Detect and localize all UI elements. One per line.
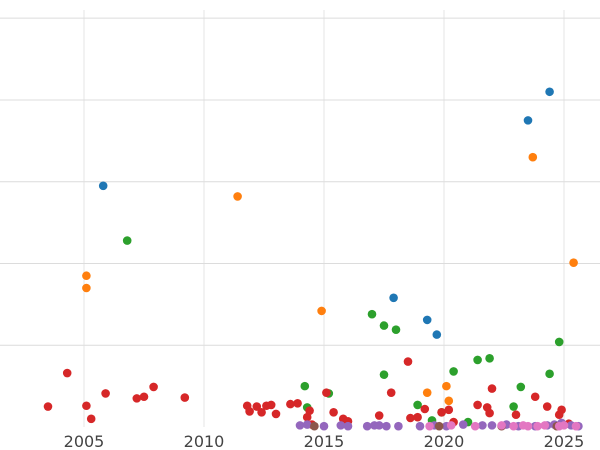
data-point: [530, 392, 540, 402]
data-point: [458, 420, 468, 429]
data-point: [295, 421, 305, 430]
data-point: [271, 409, 281, 419]
data-point: [473, 355, 482, 365]
data-point: [367, 309, 377, 319]
data-point: [487, 384, 497, 393]
data-point: [149, 382, 158, 392]
data-point: [336, 421, 346, 430]
data-point: [470, 421, 480, 431]
data-point: [422, 388, 432, 397]
data-point: [434, 421, 444, 431]
data-point: [425, 421, 434, 431]
x-tick-label: 2005: [64, 432, 105, 450]
data-point: [391, 325, 401, 335]
data-point: [557, 405, 566, 415]
data-point: [533, 421, 542, 431]
data-point: [302, 412, 312, 422]
data-points: [43, 87, 583, 431]
data-point: [542, 402, 552, 411]
data-point: [305, 406, 314, 415]
data-point: [545, 87, 554, 97]
data-point: [446, 421, 456, 430]
x-tick-label: 2010: [184, 432, 225, 450]
data-point: [86, 414, 96, 424]
data-point: [444, 405, 454, 415]
data-point: [286, 399, 295, 409]
data-point: [420, 404, 430, 414]
data-point: [122, 236, 132, 245]
data-point: [554, 337, 564, 347]
data-point: [293, 398, 302, 408]
x-axis-ticks: 2005 2010 2015 2020 2025: [64, 432, 585, 450]
data-point: [406, 413, 415, 423]
data-point: [403, 357, 413, 366]
data-point: [389, 293, 398, 303]
data-point: [394, 421, 403, 431]
data-point: [245, 407, 254, 416]
data-point: [382, 421, 391, 431]
data-point: [437, 407, 446, 417]
data-point: [101, 389, 110, 398]
data-point: [571, 421, 581, 431]
data-point: [442, 381, 451, 391]
data-point: [415, 421, 425, 431]
data-point: [139, 392, 149, 402]
grid: [0, 10, 600, 427]
data-point: [497, 421, 506, 430]
x-tick-label: 2015: [304, 432, 345, 450]
data-point: [43, 402, 53, 411]
data-point: [82, 271, 91, 281]
data-point: [374, 411, 384, 420]
data-point: [444, 396, 454, 406]
data-point: [379, 321, 389, 330]
data-point: [449, 367, 458, 376]
data-point: [180, 393, 190, 402]
data-point: [98, 181, 108, 191]
data-point: [329, 407, 338, 417]
data-point: [528, 152, 538, 162]
data-point: [300, 381, 310, 391]
data-point: [302, 420, 312, 429]
data-point: [62, 368, 72, 378]
data-point: [322, 388, 331, 397]
data-point: [374, 421, 384, 430]
data-point: [432, 330, 442, 339]
data-point: [319, 421, 329, 431]
data-point: [379, 370, 389, 379]
data-point: [478, 421, 487, 430]
data-point: [386, 388, 396, 397]
data-point: [266, 400, 276, 410]
data-point: [511, 410, 521, 420]
data-point: [473, 400, 482, 410]
data-point: [485, 408, 494, 418]
data-point: [233, 192, 242, 201]
data-point: [362, 421, 372, 431]
data-point: [82, 401, 91, 411]
data-point: [413, 412, 422, 422]
x-tick-label: 2020: [424, 432, 465, 450]
data-point: [252, 402, 262, 411]
data-point: [343, 421, 353, 431]
data-point: [569, 258, 578, 267]
data-point: [422, 315, 432, 325]
data-point: [516, 382, 526, 392]
data-point: [132, 394, 142, 403]
data-point: [545, 369, 554, 379]
data-point: [82, 283, 91, 293]
data-point: [523, 116, 533, 125]
data-point: [509, 402, 518, 411]
data-point: [317, 306, 326, 316]
data-point: [559, 421, 569, 430]
data-point: [540, 421, 550, 430]
data-point: [523, 421, 533, 431]
data-point: [487, 421, 497, 430]
data-point: [310, 421, 319, 431]
data-point: [509, 421, 518, 431]
data-point: [413, 400, 422, 410]
data-point: [485, 354, 494, 363]
data-point: [257, 407, 266, 417]
x-tick-label: 2025: [544, 432, 585, 450]
